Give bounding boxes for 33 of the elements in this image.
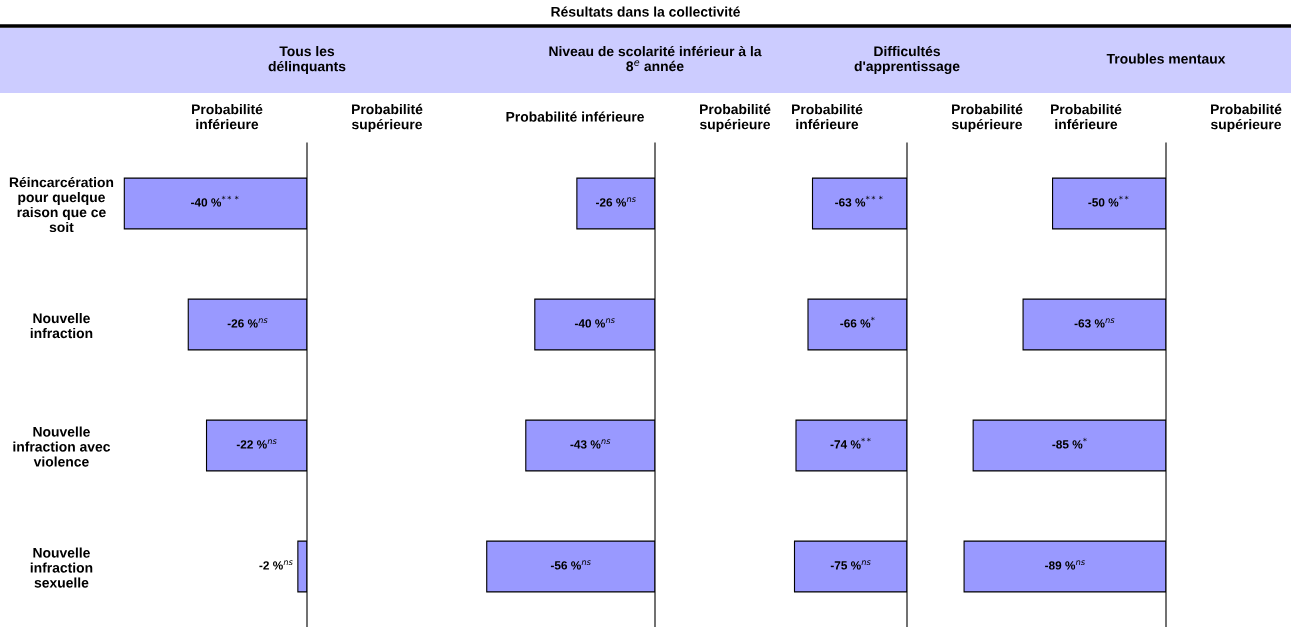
text: Probabilité inférieure (1051, 103, 1122, 130)
data-label: -66 %$^{*}$ (840, 316, 875, 328)
y-tick-label: Nouvelle infraction (30, 312, 93, 339)
chart-subtitle: Tous les délinquants (268, 45, 346, 75)
chart-title: Résultats dans la collectivité (551, 6, 740, 17)
data-label: -43 %$^{ns}$ (570, 439, 611, 449)
y-tick-label: Nouvelle infraction avec violence (13, 426, 111, 467)
data-label: -22 %$^{ns}$ (236, 439, 277, 449)
data-label: -63 %$^{ns}$ (1074, 318, 1115, 328)
y-tick-label: Réincarcération pour quelque raison que ce soit (9, 176, 114, 233)
data-label: -74 %$^{**}$ (830, 437, 871, 449)
chart-subtitle: Niveau de scolarité inférieur à la 8$^{e}$ année (549, 45, 762, 72)
data-label: -85 %$^{*}$ (1052, 437, 1087, 449)
data-label: -26 %$^{ns}$ (595, 197, 636, 207)
data-label: -50 %$^{**}$ (1088, 195, 1129, 207)
text: Probabilité supérieure (351, 103, 423, 133)
data-label: -40 %$^{***}$ (191, 195, 239, 207)
data-label: -63 %$^{***}$ (835, 195, 883, 207)
chart-subtitle: Difficultés d'apprentissage (854, 45, 960, 74)
chart-subtitle: Troubles mentaux (1106, 53, 1226, 64)
y-tick-label: Nouvelle infraction sexuelle (30, 547, 93, 588)
text: Probabilité supérieure (951, 103, 1023, 133)
data-label: -26 %$^{ns}$ (227, 318, 268, 328)
data-label: -2 %$^{ns}$ (259, 560, 293, 570)
text: Probabilité inférieure (192, 103, 263, 130)
data-label: -89 %$^{ns}$ (1045, 560, 1085, 570)
text: Probabilité inférieure (506, 111, 644, 122)
data-label: -56 %$^{ns}$ (550, 560, 591, 570)
text: Probabilité supérieure (699, 103, 771, 133)
text: Probabilité inférieure (792, 103, 863, 130)
data-label: -75 %$^{ns}$ (830, 560, 871, 570)
text: Probabilité supérieure (1210, 103, 1282, 133)
data-label: -40 %$^{ns}$ (574, 318, 615, 328)
